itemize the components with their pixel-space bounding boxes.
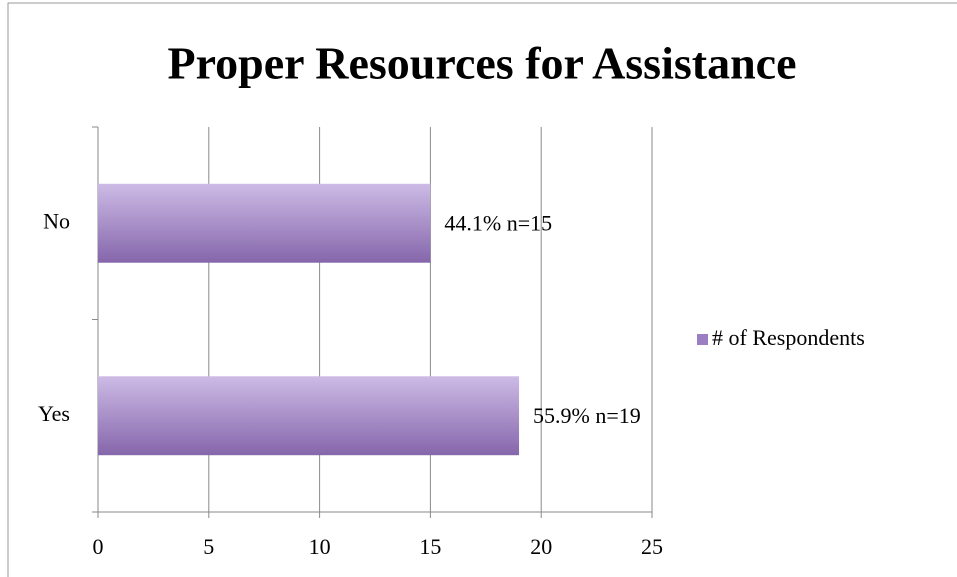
legend-label: # of Respondents [712,325,865,350]
x-tick-label: 10 [309,534,331,559]
legend-swatch [697,334,708,345]
x-tick-label: 25 [641,534,663,559]
chart-border [7,2,957,577]
data-label: 44.1% n=15 [444,210,552,235]
y-tick-label: No [43,208,70,233]
x-tick-label: 15 [419,534,441,559]
chart-title: Proper Resources for Assistance [167,38,796,89]
x-tick-label: 20 [530,534,552,559]
x-tick-label: 0 [93,534,104,559]
y-tick-label: Yes [38,401,70,426]
bar [98,376,520,456]
x-tick-label: 5 [203,534,214,559]
bar [98,183,431,263]
data-label: 55.9% n=19 [533,403,641,428]
